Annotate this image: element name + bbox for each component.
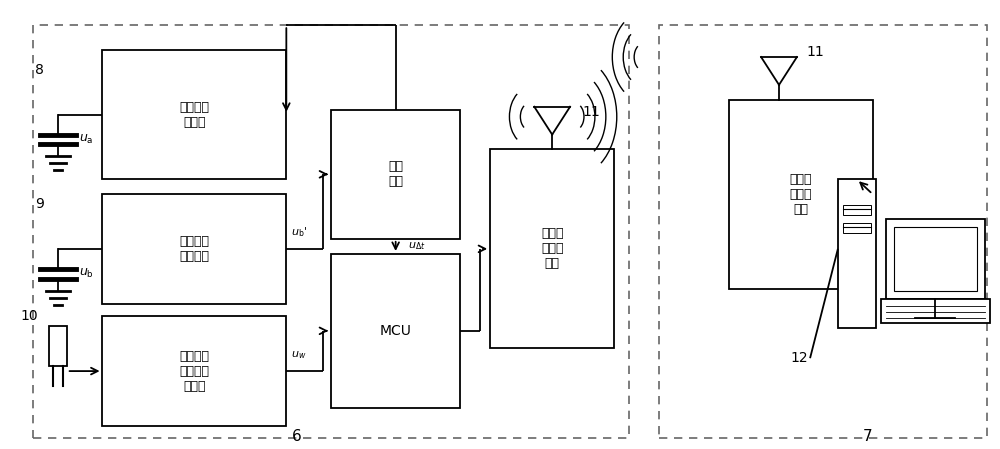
Text: 12: 12 [790, 351, 808, 365]
Text: 远程信
号接收
电路: 远程信 号接收 电路 [789, 173, 812, 216]
Text: 11: 11 [582, 105, 600, 119]
Bar [49, 326, 67, 366]
Text: $u_{\rm b}$': $u_{\rm b}$' [291, 225, 308, 239]
Bar [331, 110, 460, 239]
Text: 7: 7 [863, 429, 873, 444]
Text: 6: 6 [291, 429, 301, 444]
Text: 9: 9 [35, 197, 44, 211]
Bar [102, 194, 286, 304]
Bar [843, 205, 871, 215]
Text: $u_{\rm a}$: $u_{\rm a}$ [79, 133, 93, 146]
Bar [331, 254, 460, 408]
Text: 远程信
号发送
电路: 远程信 号发送 电路 [541, 227, 563, 270]
Text: 11: 11 [807, 45, 825, 59]
Bar [886, 219, 985, 299]
Bar [894, 227, 977, 291]
Text: 8: 8 [35, 63, 44, 77]
Text: 电压采集
放大电路: 电压采集 放大电路 [179, 235, 209, 263]
Text: MCU: MCU [380, 324, 412, 338]
Bar [729, 100, 873, 289]
Text: $u_w$: $u_w$ [291, 349, 307, 361]
Bar [659, 25, 987, 438]
Bar [881, 299, 990, 323]
Text: 10: 10 [20, 309, 38, 323]
Bar [102, 317, 286, 426]
Bar [490, 150, 614, 348]
Text: 土体含水
率信号采
集电路: 土体含水 率信号采 集电路 [179, 350, 209, 392]
Bar [843, 223, 871, 233]
Bar [33, 25, 629, 438]
Text: $u_{\rm b}$: $u_{\rm b}$ [79, 267, 94, 280]
Text: $u_{\Delta t}$: $u_{\Delta t}$ [408, 241, 425, 252]
Bar [102, 50, 286, 179]
Text: 正弦波发
生电路: 正弦波发 生电路 [179, 101, 209, 129]
Bar [838, 179, 876, 328]
Text: 鉴相
电路: 鉴相 电路 [388, 160, 403, 188]
